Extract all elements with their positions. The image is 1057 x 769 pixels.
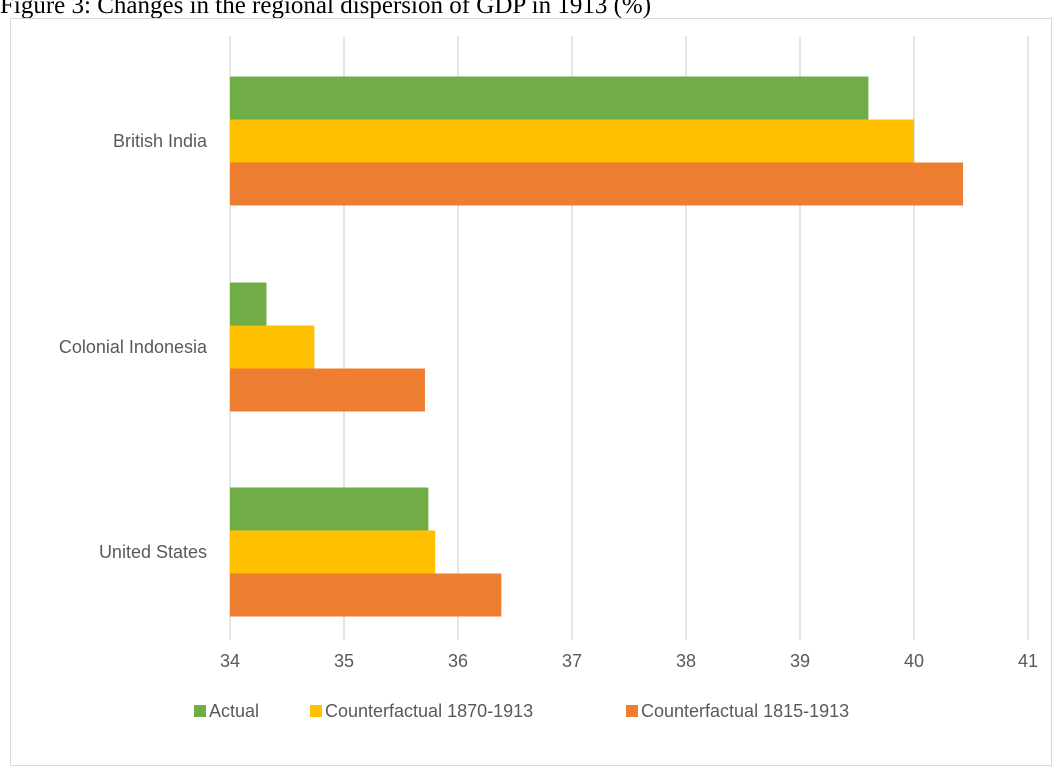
x-tick-label: 40: [904, 651, 924, 671]
legend-item: Counterfactual 1870-1913: [310, 701, 533, 721]
legend-label: Counterfactual 1815-1913: [641, 701, 849, 721]
bar-cf-1815-1913: [230, 368, 425, 412]
bar-cf-1815-1913: [230, 573, 502, 617]
legend-swatch: [310, 705, 322, 717]
x-tick-label: 34: [220, 651, 240, 671]
category-label: British India: [113, 131, 208, 151]
bar-actual: [230, 487, 429, 531]
x-tick-label: 38: [676, 651, 696, 671]
legend-label: Actual: [209, 701, 259, 721]
x-tick-label: 39: [790, 651, 810, 671]
x-tick-label: 36: [448, 651, 468, 671]
legend-item: Actual: [194, 701, 259, 721]
x-tick-label: 35: [334, 651, 354, 671]
bars: [230, 76, 964, 617]
x-tick-label: 41: [1018, 651, 1038, 671]
legend-swatch: [194, 705, 206, 717]
x-axis-tick-labels: 34 35 36 37 38 39 40 41: [220, 651, 1038, 671]
bar-cf-1870-1913: [230, 530, 436, 574]
category-label: Colonial Indonesia: [59, 337, 208, 357]
legend-label: Counterfactual 1870-1913: [325, 701, 533, 721]
bar-actual: [230, 282, 267, 326]
legend-item: Counterfactual 1815-1913: [626, 701, 849, 721]
bar-actual: [230, 76, 869, 120]
category-labels: British India Colonial Indonesia United St…: [59, 131, 208, 562]
legend-swatch: [626, 705, 638, 717]
bar-cf-1870-1913: [230, 325, 315, 369]
bar-cf-1870-1913: [230, 119, 914, 163]
bar-cf-1815-1913: [230, 162, 964, 206]
figure-title: Figure 3: Changes in the regional disper…: [0, 0, 652, 19]
category-label: United States: [99, 542, 207, 562]
x-tick-label: 37: [562, 651, 582, 671]
legend: Actual Counterfactual 1870-1913 Counterfac…: [194, 701, 849, 721]
